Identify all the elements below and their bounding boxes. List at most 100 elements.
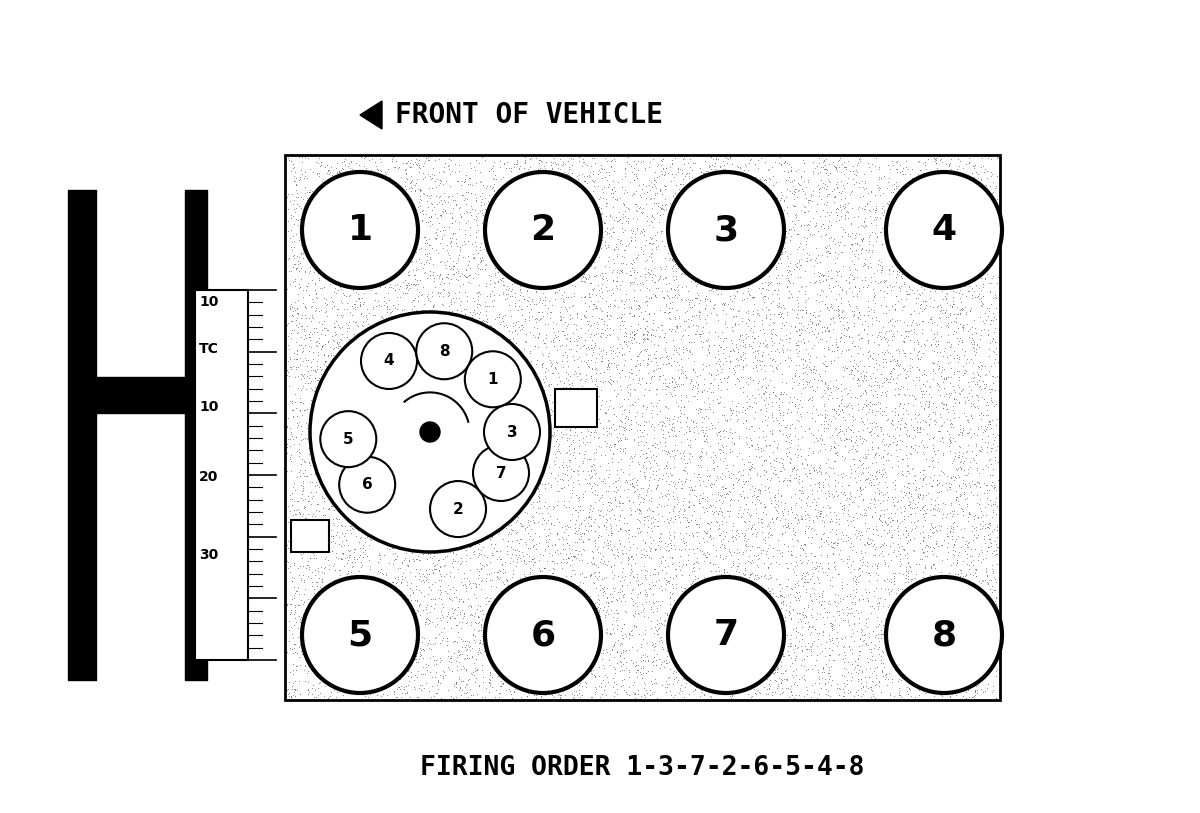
- Point: [815, 341, 834, 354]
- Point: [433, 398, 452, 411]
- Point: [436, 585, 455, 598]
- Point: [742, 205, 761, 218]
- Point: [932, 511, 952, 524]
- Point: [700, 621, 719, 634]
- Point: [508, 553, 527, 566]
- Point: [728, 557, 748, 570]
- Point: [622, 352, 641, 365]
- Point: [402, 324, 421, 337]
- Point: [985, 602, 1004, 615]
- Point: [614, 672, 634, 685]
- Point: [385, 509, 404, 522]
- Point: [846, 361, 865, 374]
- Point: [344, 297, 364, 310]
- Point: [517, 293, 536, 307]
- Point: [876, 401, 895, 414]
- Point: [853, 364, 872, 377]
- Point: [592, 529, 611, 542]
- Point: [329, 476, 348, 489]
- Point: [839, 154, 858, 167]
- Point: [569, 332, 588, 345]
- Point: [643, 688, 662, 701]
- Point: [539, 223, 558, 236]
- Point: [740, 180, 760, 193]
- Point: [787, 190, 806, 203]
- Point: [571, 290, 590, 303]
- Point: [532, 271, 551, 284]
- Point: [971, 243, 990, 256]
- Point: [736, 158, 755, 171]
- Point: [756, 649, 775, 662]
- Point: [900, 640, 919, 653]
- Point: [431, 604, 450, 617]
- Point: [664, 189, 683, 202]
- Point: [983, 167, 1002, 180]
- Point: [773, 509, 792, 522]
- Point: [785, 429, 804, 442]
- Point: [334, 437, 353, 450]
- Point: [894, 420, 913, 433]
- Point: [392, 557, 412, 570]
- Point: [446, 385, 466, 398]
- Point: [808, 198, 827, 211]
- Point: [476, 558, 496, 571]
- Point: [961, 323, 980, 336]
- Point: [619, 524, 638, 537]
- Point: [364, 182, 383, 195]
- Point: [898, 685, 917, 698]
- Point: [486, 251, 505, 264]
- Point: [934, 303, 953, 316]
- Point: [812, 589, 832, 602]
- Point: [698, 646, 718, 659]
- Point: [511, 580, 530, 593]
- Point: [331, 608, 350, 621]
- Point: [336, 289, 355, 302]
- Point: [776, 342, 796, 355]
- Point: [949, 205, 968, 218]
- Point: [643, 210, 662, 223]
- Point: [674, 453, 694, 466]
- Point: [767, 176, 786, 189]
- Point: [378, 632, 397, 645]
- Point: [802, 484, 821, 497]
- Point: [349, 320, 368, 333]
- Point: [862, 383, 881, 396]
- Point: [816, 641, 835, 654]
- Point: [959, 537, 978, 550]
- Point: [673, 661, 692, 674]
- Point: [307, 182, 326, 195]
- Point: [918, 202, 937, 215]
- Point: [821, 525, 840, 538]
- Point: [797, 497, 816, 510]
- Point: [362, 622, 382, 635]
- Point: [900, 495, 919, 508]
- Point: [642, 354, 661, 367]
- Point: [835, 360, 854, 373]
- Point: [630, 419, 649, 432]
- Point: [612, 263, 631, 276]
- Point: [416, 350, 436, 363]
- Point: [708, 213, 727, 226]
- Point: [818, 221, 838, 234]
- Point: [512, 210, 532, 223]
- Point: [703, 573, 722, 586]
- Point: [637, 509, 656, 522]
- Point: [719, 584, 738, 597]
- Point: [520, 290, 539, 303]
- Point: [616, 441, 635, 454]
- Point: [299, 676, 318, 689]
- Point: [930, 637, 949, 650]
- Point: [683, 265, 702, 278]
- Point: [694, 275, 713, 288]
- Point: [743, 615, 762, 628]
- Point: [935, 381, 954, 394]
- Point: [905, 249, 924, 262]
- Point: [676, 280, 695, 293]
- Point: [533, 356, 552, 369]
- Point: [911, 609, 930, 622]
- Point: [624, 310, 643, 323]
- Point: [550, 654, 569, 667]
- Point: [658, 498, 677, 511]
- Point: [588, 279, 607, 292]
- Point: [838, 507, 857, 520]
